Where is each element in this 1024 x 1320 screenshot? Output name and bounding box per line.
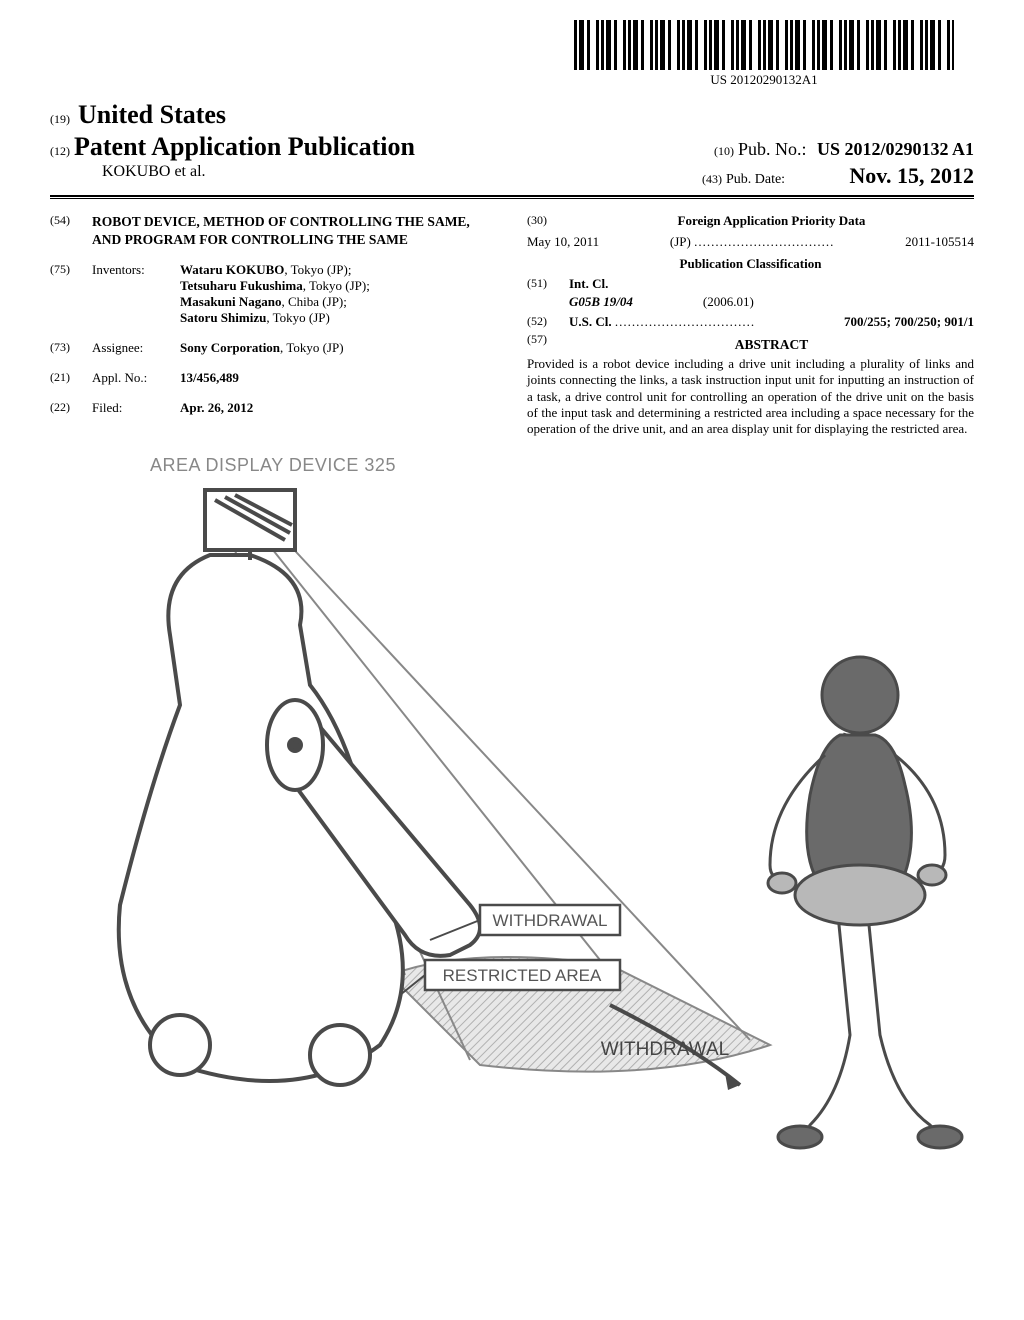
abstract-field: (57) ABSTRACT [527,332,974,353]
header: (19) United States (12)Patent Applicatio… [50,100,974,189]
authors: KOKUBO et al. [50,163,206,189]
bibliographic-columns: (54) ROBOT DEVICE, METHOD OF CONTROLLING… [50,213,974,437]
barcode-text: US 20120290132A1 [574,72,954,88]
invention-title: ROBOT DEVICE, METHOD OF CONTROLLING THE … [92,213,497,248]
filed-date: Apr. 26, 2012 [180,400,497,416]
country-line: (19) United States [50,100,974,130]
pub-date: (43)Pub. Date: Nov. 15, 2012 [702,163,974,189]
abstract-text: Provided is a robot device including a d… [527,356,974,437]
svg-text:WITHDRAWAL: WITHDRAWAL [601,1039,729,1060]
pub-row: (12)Patent Application Publication (10)P… [50,132,974,162]
abstract-label: ABSTRACT [569,337,974,353]
applno-field: (21) Appl. No.: 13/456,489 [50,370,497,386]
authors-row: KOKUBO et al. (43)Pub. Date: Nov. 15, 20… [50,163,974,189]
intcl-field: (51) Int. Cl. [527,276,974,292]
pub-number: (10)Pub. No.: US 2012/0290132 A1 [714,139,974,160]
country-code: (19) [50,112,70,126]
svg-text:RESTRICTED AREA: RESTRICTED AREA [443,966,602,985]
inventors-field: (75) Inventors: Wataru KOKUBO, Tokyo (JP… [50,262,497,326]
inventor: Satoru Shimizu, Tokyo (JP) [180,310,497,326]
inventor: Masakuni Nagano, Chiba (JP); [180,294,497,310]
title-field: (54) ROBOT DEVICE, METHOD OF CONTROLLING… [50,213,497,248]
appl-no: 13/456,489 [180,370,497,386]
barcode-block: US 20120290132A1 [574,20,954,88]
priority-heading: Foreign Application Priority Data [569,213,974,229]
left-column: (54) ROBOT DEVICE, METHOD OF CONTROLLING… [50,213,497,437]
restricted-area-label: RESTRICTED AREA [400,960,620,995]
rule-heavy [50,195,974,197]
uscl-field: (52) U.S. Cl. 700/255; 700/250; 901/1 [527,314,974,330]
right-column: (30) Foreign Application Priority Data M… [527,213,974,437]
priority-data: May 10, 2011 (JP) 2011-105514 [527,234,974,250]
inventors-list: Wataru KOKUBO, Tokyo (JP); Tetsuharu Fuk… [180,262,497,326]
filed-field: (22) Filed: Apr. 26, 2012 [50,400,497,416]
svg-text:WITHDRAWAL: WITHDRAWAL [493,911,608,930]
pub-type: (12)Patent Application Publication [50,132,415,162]
inventor: Tetsuharu Fukushima, Tokyo (JP); [180,278,497,294]
rule-light [50,198,974,199]
priority-field: (30) Foreign Application Priority Data [527,213,974,229]
assignee: Sony Corporation, Tokyo (JP) [180,340,497,356]
classification-heading: Publication Classification [527,256,974,272]
inventor: Wataru KOKUBO, Tokyo (JP); [180,262,497,278]
barcode-graphic [574,20,954,70]
assignee-field: (73) Assignee: Sony Corporation, Tokyo (… [50,340,497,356]
figure-svg: WITHDRAWAL RESTRICTED AREA WITHDRAWAL [50,485,970,1165]
country: United States [78,100,226,129]
intcl-value: G05B 19/04(2006.01) [527,294,974,310]
figure-caption: AREA DISPLAY DEVICE 325 [150,455,396,476]
figure: AREA DISPLAY DEVICE 325 [50,455,974,1175]
